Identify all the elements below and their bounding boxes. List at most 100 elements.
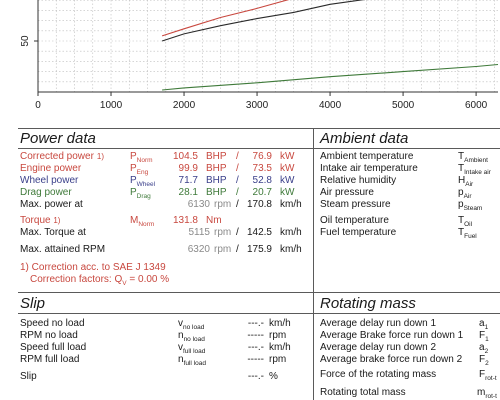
ambient-row-symbol: TAmbient bbox=[458, 151, 488, 164]
ambient-row-label: Steam pressure bbox=[320, 199, 391, 210]
rotating-mass-title: Rotating mass bbox=[320, 295, 416, 312]
power-row-symbol: PEng bbox=[130, 163, 149, 176]
max-rpm-sep: / bbox=[236, 244, 239, 255]
slip-row-label: RPM no load bbox=[20, 330, 78, 341]
ambient-row-label: Intake air temperature bbox=[320, 163, 418, 174]
force-rotating-label: Force of the rotating mass bbox=[320, 369, 437, 380]
power-row-sep: / bbox=[236, 175, 239, 186]
series-line-1 bbox=[161, 0, 365, 42]
y-tick-label: 50 bbox=[20, 35, 31, 47]
rotating-total-symbol: mrot-t bbox=[477, 387, 497, 400]
power-row-sep: / bbox=[236, 163, 239, 174]
slip-row-symbol: vfull load bbox=[178, 342, 206, 355]
ambient-row-symbol: TFuel bbox=[458, 227, 477, 240]
rotating-row-label: Average brake force run down 2 bbox=[320, 354, 463, 365]
slip-value: ---.- bbox=[247, 371, 264, 382]
max-torque-sep: / bbox=[236, 227, 239, 238]
power-row-bhp: 28.1 bbox=[178, 187, 198, 198]
power-row-bhp: 71.7 bbox=[178, 175, 198, 186]
max-power-rpm: 6130 bbox=[187, 199, 210, 210]
power-row-bhp: 99.9 bbox=[178, 163, 198, 174]
power-row-kw: 52.8 bbox=[252, 175, 272, 186]
series-line-2 bbox=[162, 63, 499, 91]
torque-label: Torque 1) bbox=[20, 215, 61, 226]
max-rpm-value: 6320 bbox=[187, 244, 210, 255]
ambient-row-label: Oil temperature bbox=[320, 215, 389, 226]
power-row-sep: / bbox=[236, 187, 239, 198]
power-row-kw-unit: kW bbox=[280, 151, 295, 162]
slip-row-symbol: nno load bbox=[178, 330, 205, 343]
max-rpm-speed-unit: km/h bbox=[280, 244, 302, 255]
power-row-bhp: 104.5 bbox=[172, 151, 198, 162]
power-row-kw: 76.9 bbox=[252, 151, 272, 162]
ambient-row-symbol: TOil bbox=[458, 215, 473, 228]
ambient-row-label: Relative humidity bbox=[320, 175, 397, 186]
power-row-bhp-unit: BHP bbox=[206, 151, 227, 162]
ambient-row-label: Air pressure bbox=[320, 187, 374, 198]
power-row-sep: / bbox=[236, 151, 239, 162]
slip-row-label: Speed no load bbox=[20, 318, 85, 329]
slip-row-value: ---.- bbox=[247, 318, 264, 329]
rotating-total-label: Rotating total mass bbox=[320, 387, 406, 398]
power-row-label: Corrected power 1) bbox=[20, 151, 105, 162]
x-tick-label: 4000 bbox=[319, 100, 342, 111]
slip-row-unit: rpm bbox=[269, 330, 287, 341]
rotating-row-symbol: a2 bbox=[479, 342, 489, 355]
x-tick-label: 0 bbox=[35, 100, 41, 111]
slip-label: Slip bbox=[20, 371, 37, 382]
rotating-row-symbol: F2 bbox=[479, 354, 489, 367]
power-row-bhp-unit: BHP bbox=[206, 163, 227, 174]
rotating-row-label: Average delay run down 1 bbox=[320, 318, 437, 329]
slip-row-value: ---.- bbox=[247, 342, 264, 353]
rotating-row-label: Average Brake force run down 1 bbox=[320, 330, 464, 341]
rotating-row-label: Average delay run down 2 bbox=[320, 342, 437, 353]
max-rpm-unit: rpm bbox=[214, 244, 232, 255]
series-line-0 bbox=[161, 0, 290, 37]
ambient-row-symbol: HAir bbox=[458, 175, 474, 188]
power-row-kw: 73.5 bbox=[252, 163, 272, 174]
power-row-bhp-unit: BHP bbox=[206, 187, 227, 198]
max-torque-rpm-unit: rpm bbox=[214, 227, 232, 238]
slip-unit: % bbox=[269, 371, 278, 382]
power-row-label: Engine power bbox=[20, 163, 82, 174]
max-power-speed: 170.8 bbox=[246, 199, 272, 210]
max-power-rpm-unit: rpm bbox=[214, 199, 232, 210]
max-power-label: Max. power at bbox=[20, 199, 83, 210]
correction-factors: Correction factors: QV = 0.00 % bbox=[30, 274, 170, 287]
power-row-kw: 20.7 bbox=[252, 187, 272, 198]
power-row-kw-unit: kW bbox=[280, 163, 295, 174]
power-row-kw-unit: kW bbox=[280, 175, 295, 186]
slip-row-unit: km/h bbox=[269, 318, 291, 329]
power-row-kw-unit: kW bbox=[280, 187, 295, 198]
x-tick-label: 6000 bbox=[465, 100, 488, 111]
max-torque-rpm: 5115 bbox=[188, 227, 210, 238]
max-torque-label: Max. Torque at bbox=[20, 227, 86, 238]
x-tick-label: 5000 bbox=[392, 100, 415, 111]
slip-row-label: Speed full load bbox=[20, 342, 87, 353]
max-torque-speed-unit: km/h bbox=[280, 227, 302, 238]
power-row-symbol: PWheel bbox=[130, 175, 156, 188]
slip-row-unit: km/h bbox=[269, 342, 291, 353]
torque-symbol: MNorm bbox=[130, 215, 155, 228]
ambient-row-label: Fuel temperature bbox=[320, 227, 397, 238]
slip-row-unit: rpm bbox=[269, 354, 287, 365]
max-power-speed-unit: km/h bbox=[280, 199, 302, 210]
ambient-row-label: Ambient temperature bbox=[320, 151, 414, 162]
slip-title: Slip bbox=[20, 295, 46, 312]
x-tick-label: 2000 bbox=[173, 100, 196, 111]
max-power-sep: / bbox=[236, 199, 239, 210]
power-chart: 0 1000 2000 3000 4000 5000 6000 50 bbox=[20, 0, 499, 111]
slip-row-symbol: vno load bbox=[178, 318, 205, 331]
rotating-row-symbol: a1 bbox=[479, 318, 489, 331]
force-rotating-symbol: Frot-t bbox=[479, 369, 497, 382]
power-row-symbol: PDrag bbox=[130, 187, 151, 200]
slip-row-value: ----- bbox=[247, 354, 264, 365]
ambient-data-title: Ambient data bbox=[320, 130, 409, 147]
torque-value: 131.8 bbox=[172, 215, 198, 226]
power-data-title: Power data bbox=[20, 130, 96, 147]
max-rpm-speed: 175.9 bbox=[246, 244, 272, 255]
correction-note: 1) Correction acc. to SAE J 1349 bbox=[20, 262, 166, 273]
max-rpm-label: Max. attained RPM bbox=[20, 244, 106, 255]
x-tick-label: 3000 bbox=[246, 100, 269, 111]
ambient-row-symbol: pSteam bbox=[458, 199, 483, 212]
